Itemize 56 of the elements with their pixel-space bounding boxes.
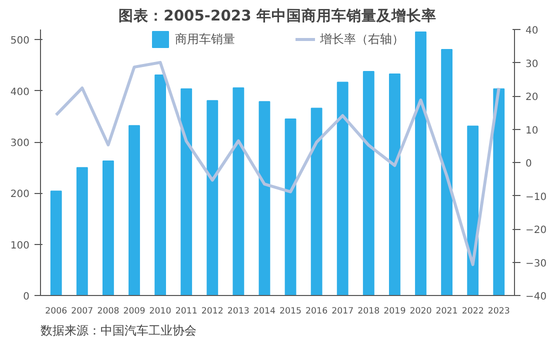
y2-tick-label: −30 — [526, 258, 547, 270]
x-tick-label: 2014 — [253, 306, 276, 316]
bar — [76, 167, 88, 296]
y2-tick-label: −40 — [526, 292, 547, 302]
legend-label: 增长率（右轴） — [320, 30, 404, 48]
x-tick-label: 2008 — [97, 306, 120, 316]
x-tick-label: 2007 — [71, 306, 94, 316]
x-tick-label: 2010 — [149, 306, 172, 316]
x-tick-label: 2011 — [175, 306, 198, 316]
y2-tick-label: −20 — [526, 225, 547, 236]
y-tick-label: 300 — [10, 138, 30, 150]
bar — [180, 88, 192, 296]
x-tick-label: 2016 — [306, 306, 328, 316]
x-tick-label: 2017 — [332, 306, 354, 316]
x-tick-label: 2020 — [410, 306, 432, 316]
bar — [441, 48, 452, 296]
chart-title: 图表：2005-2023 年中国商用车销量及增长率 — [118, 6, 436, 24]
x-tick-label: 2019 — [384, 306, 406, 316]
bar — [415, 32, 426, 296]
x-tick-label: 2009 — [123, 306, 146, 316]
bar — [232, 87, 244, 296]
bar — [50, 190, 62, 296]
bar — [154, 74, 166, 296]
y-tick-label: 0 — [23, 292, 30, 302]
x-tick-label: 2012 — [201, 306, 224, 316]
x-tick-label: 2021 — [436, 306, 458, 316]
line-series — [54, 60, 500, 266]
y-tick-label: 100 — [10, 240, 30, 252]
x-tick-label: 2013 — [227, 306, 250, 316]
x-tick-label: 2022 — [462, 306, 484, 316]
y2-tick-label: 30 — [526, 58, 538, 70]
legend-label: 商用车销量 — [175, 30, 235, 48]
y2-tick-label: −10 — [526, 192, 547, 203]
y2-tick-label: 10 — [526, 125, 538, 136]
x-tick-label: 2018 — [358, 306, 380, 316]
y2-tick-label: 20 — [526, 92, 538, 103]
bar — [258, 101, 270, 296]
bar — [310, 108, 322, 296]
bar — [362, 70, 374, 296]
y2-tick-label: 0 — [526, 158, 532, 170]
x-tick-label: 2006 — [45, 306, 68, 316]
x-tick-label: 2023 — [488, 306, 510, 316]
y-tick-label: 400 — [10, 86, 30, 98]
x-tick-label: 2015 — [280, 306, 302, 316]
bar — [493, 88, 505, 296]
bar — [284, 118, 296, 296]
source-note: 数据来源：中国汽车工业协会 — [40, 324, 196, 338]
bar — [467, 126, 479, 296]
bar — [206, 100, 218, 296]
bar — [388, 74, 400, 296]
bar — [128, 125, 140, 296]
y-tick-label: 200 — [10, 189, 30, 200]
y-tick-label: 500 — [10, 36, 30, 47]
bar — [102, 160, 114, 296]
y2-tick-label: 40 — [526, 26, 538, 36]
bar — [336, 82, 348, 296]
